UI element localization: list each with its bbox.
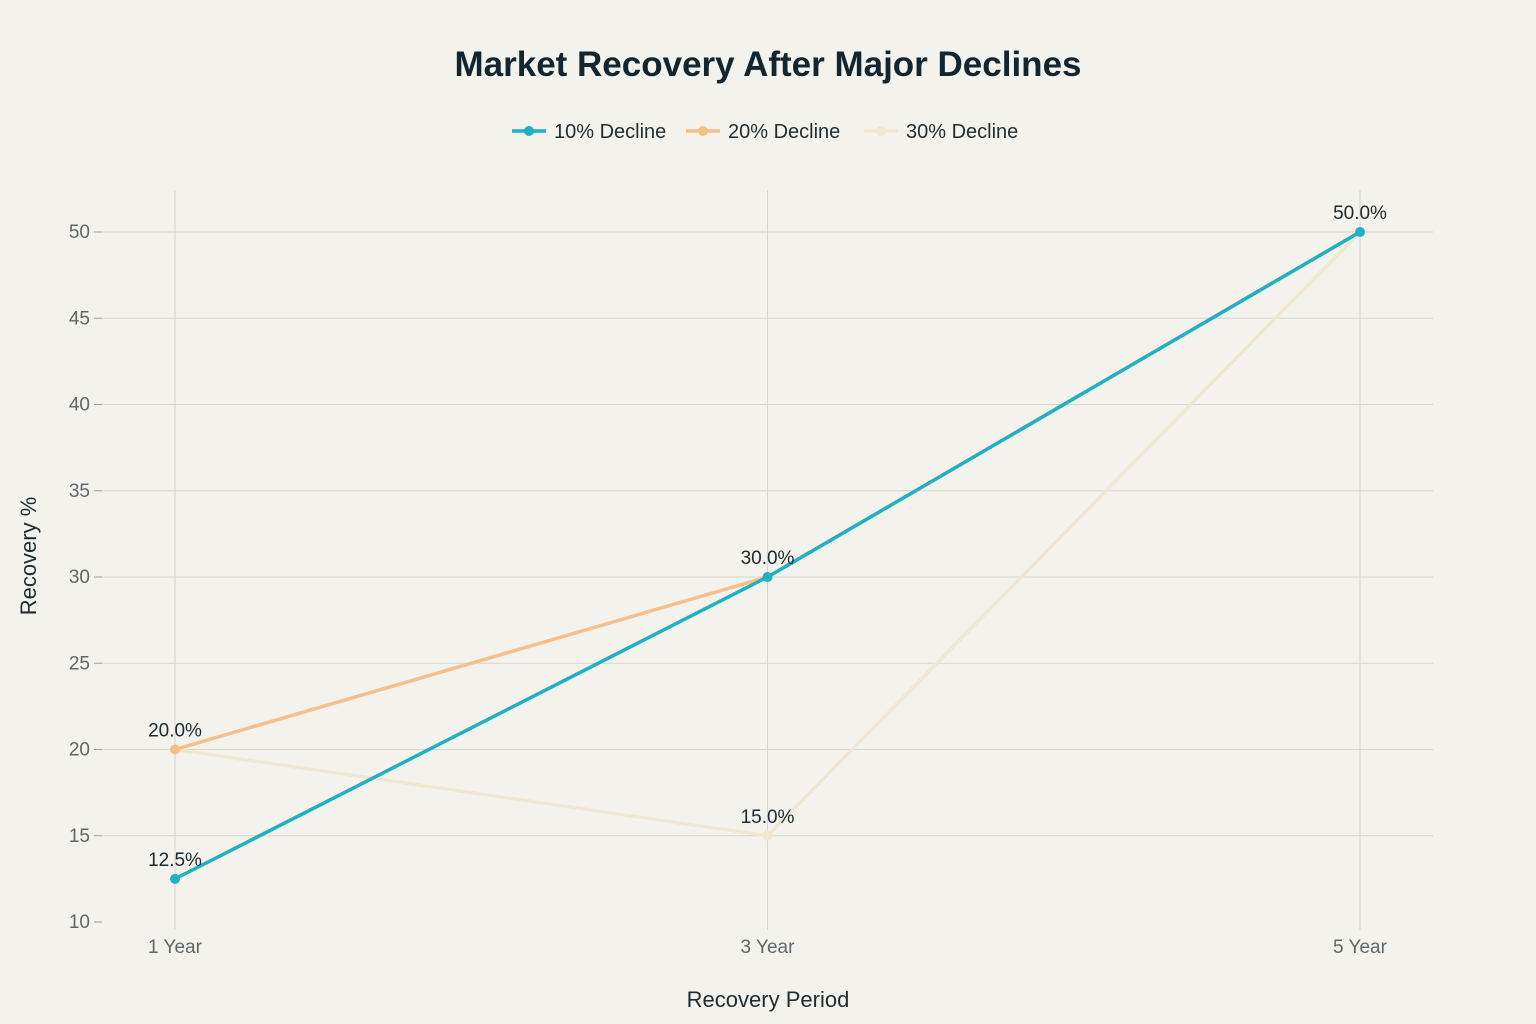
legend-item[interactable]: 10% Decline <box>512 121 666 143</box>
data-point[interactable] <box>170 873 180 884</box>
data-label: 20.0% <box>148 721 202 742</box>
x-axis-title: Recovery Period <box>687 987 850 1012</box>
data-label: 30.0% <box>741 548 795 569</box>
legend-label: 10% Decline <box>554 121 666 143</box>
x-tick-label: 5 Year <box>1333 937 1388 958</box>
y-tick-label: 20 <box>69 740 90 761</box>
data-label: 15.0% <box>741 807 795 828</box>
y-tick-label: 45 <box>69 308 90 329</box>
y-tick-label: 30 <box>69 567 90 588</box>
legend-label: 30% Decline <box>906 121 1018 143</box>
data-point[interactable] <box>762 830 773 841</box>
y-tick-label: 15 <box>69 826 90 847</box>
legend-label: 20% Decline <box>728 121 840 143</box>
data-label: 12.5% <box>148 850 202 871</box>
chart-title: Market Recovery After Major Declines <box>454 45 1081 84</box>
legend-item[interactable]: 30% Decline <box>864 121 1018 143</box>
data-point[interactable] <box>1355 227 1365 237</box>
data-label: 50.0% <box>1333 203 1387 224</box>
legend[interactable]: 10% Decline 20% Decline 30% Decline <box>512 121 1018 143</box>
x-tick-label: 1 Year <box>148 937 203 958</box>
legend-swatch-marker <box>524 126 534 136</box>
y-tick-label: 25 <box>69 653 90 674</box>
x-axis: 1 Year 3 Year 5 Year <box>148 937 1388 958</box>
x-tick-label: 3 Year <box>741 937 796 958</box>
y-tick-label: 10 <box>69 912 90 933</box>
data-point[interactable] <box>170 744 180 755</box>
data-labels: 12.5% 30.0% 20.0% 15.0% 50.0% <box>148 203 1387 871</box>
legend-swatch-marker <box>698 126 708 136</box>
y-axis-title: Recovery % <box>16 497 41 616</box>
legend-item[interactable]: 20% Decline <box>686 121 840 143</box>
series-lines <box>170 227 1365 884</box>
data-point[interactable] <box>762 572 773 582</box>
y-tick-label: 35 <box>69 481 90 502</box>
y-axis: 10 15 20 25 30 35 40 45 50 <box>69 222 102 933</box>
y-tick-label: 50 <box>69 222 90 243</box>
legend-swatch-marker <box>876 126 886 136</box>
y-tick-label: 40 <box>69 395 90 416</box>
grid <box>102 190 1433 930</box>
